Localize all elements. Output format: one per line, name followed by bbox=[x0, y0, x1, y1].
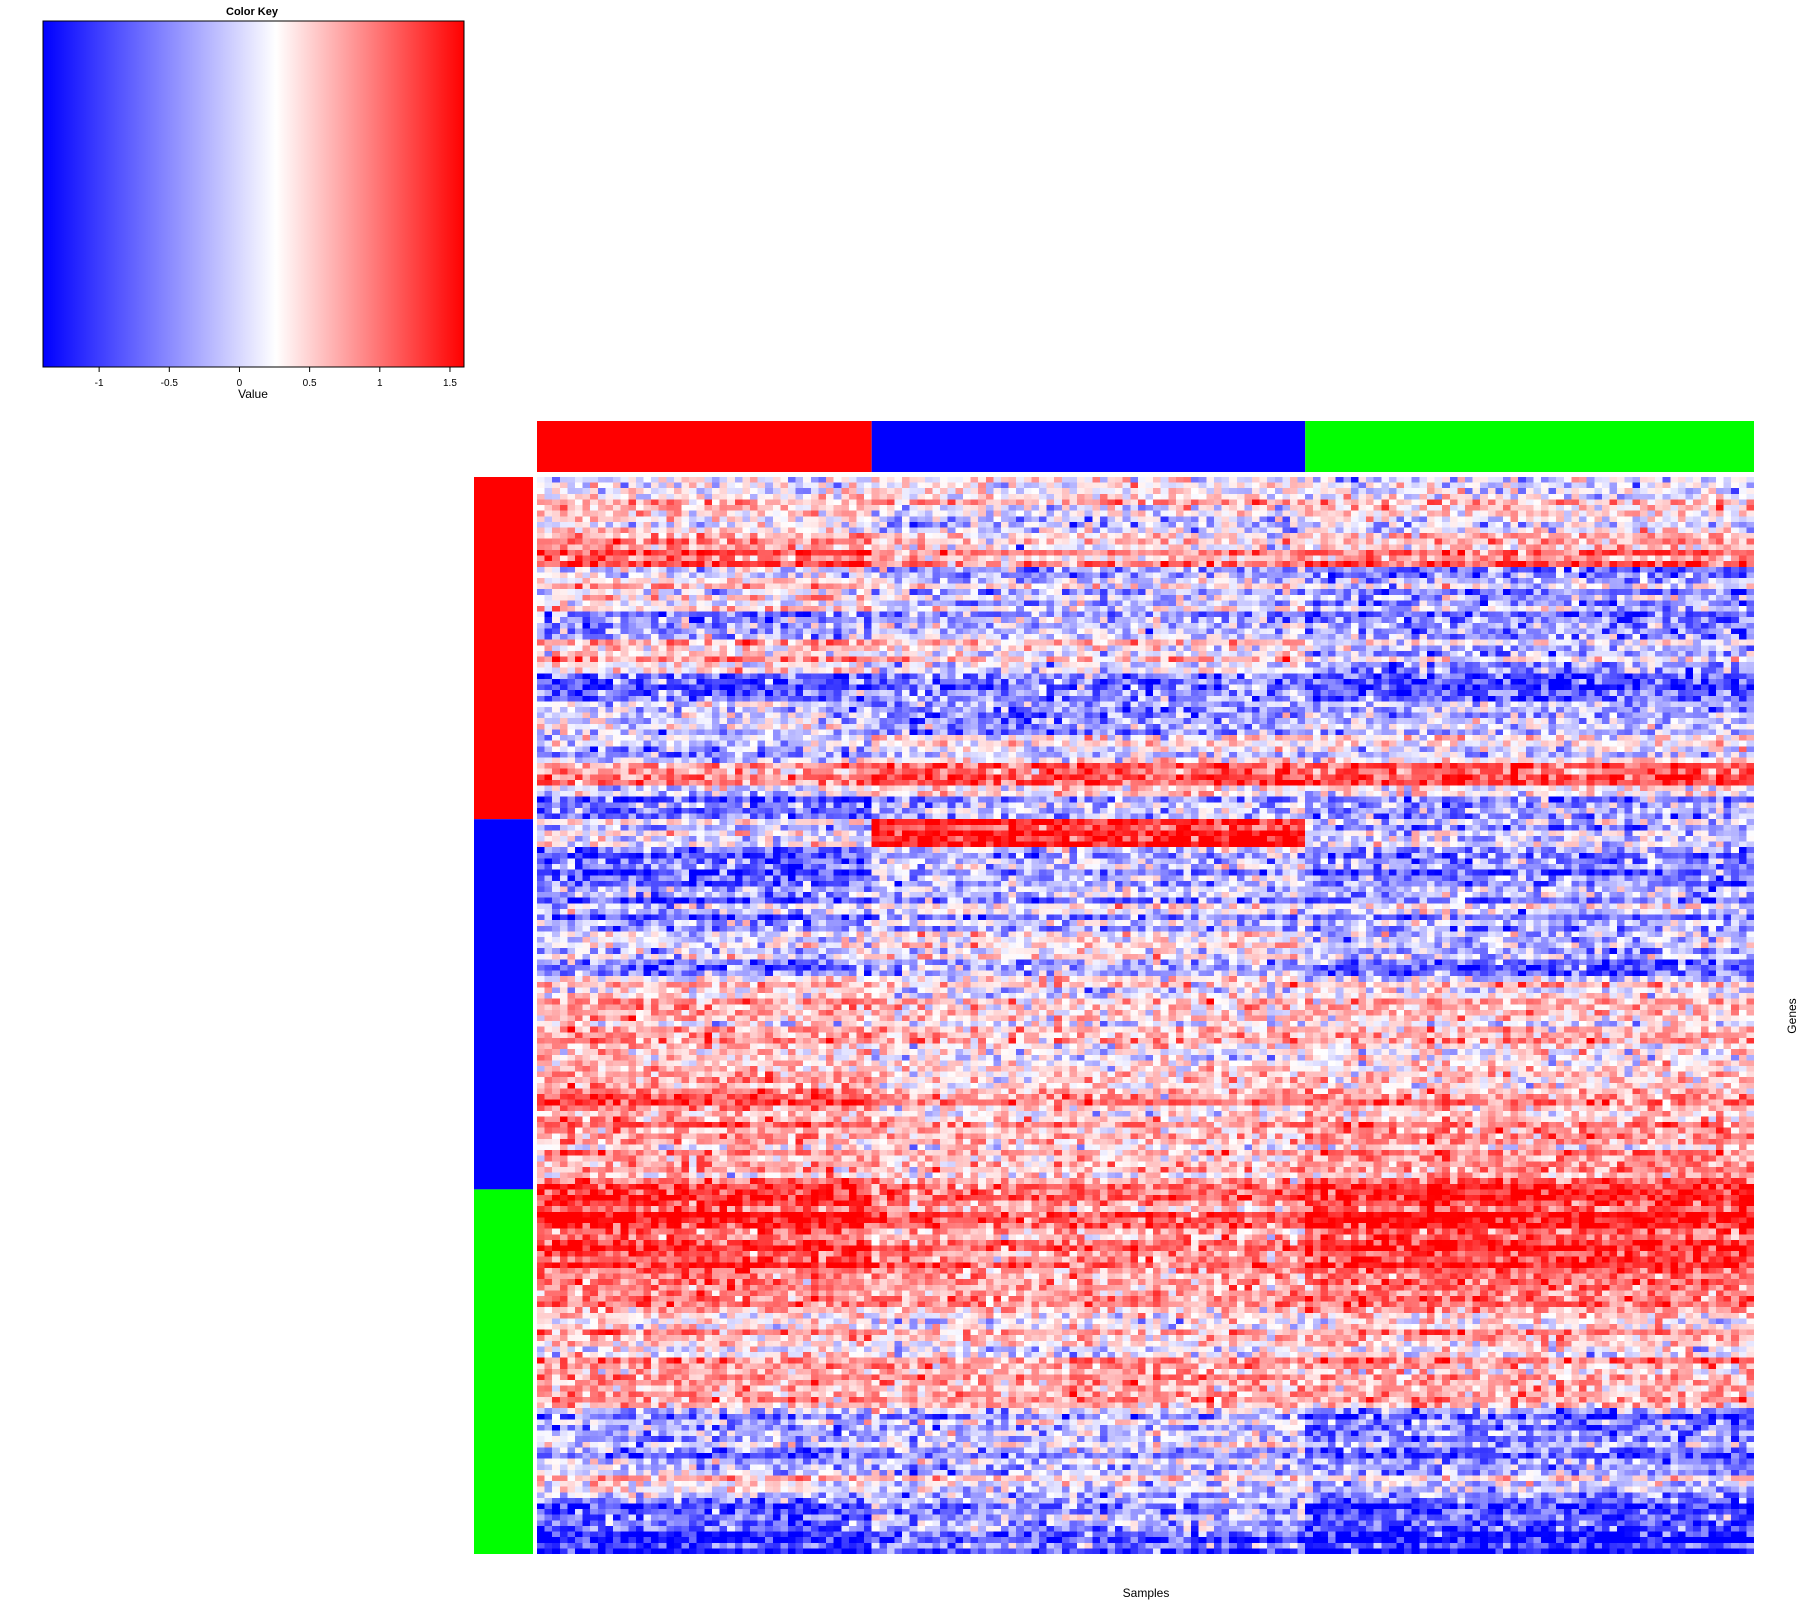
row-group-bar-2 bbox=[474, 819, 533, 1190]
color-key-tick-label: 0 bbox=[237, 378, 243, 389]
color-key-tick-label: -0.5 bbox=[161, 378, 179, 389]
color-key-tick-label: 1 bbox=[377, 378, 383, 389]
y-axis-label: Genes bbox=[1785, 998, 1799, 1033]
color-key-xlabel: Value bbox=[238, 387, 268, 401]
color-key-tick-label: 0.5 bbox=[303, 378, 317, 389]
x-axis-label: Samples bbox=[1123, 1586, 1170, 1600]
row-group-sidebar bbox=[474, 477, 533, 1554]
row-group-bar-3 bbox=[474, 1189, 533, 1554]
color-key-gradient bbox=[42, 20, 465, 368]
column-group-bar-2 bbox=[871, 421, 1306, 472]
color-key-tick-label: -1 bbox=[95, 378, 104, 389]
column-group-bar-3 bbox=[1305, 421, 1754, 472]
heatmap-matrix bbox=[537, 477, 1754, 1554]
heatmap-cells bbox=[537, 477, 1754, 1554]
color-key: Color Key -1 -0.5 0 0.5 1 1.5 Value bbox=[42, 6, 465, 401]
column-group-sidebar bbox=[537, 421, 1754, 472]
color-key-title: Color Key bbox=[226, 6, 279, 18]
column-group-bar-1 bbox=[537, 421, 872, 472]
color-key-tick-label: 1.5 bbox=[443, 378, 457, 389]
color-key-ticks: -1 -0.5 0 0.5 1 1.5 bbox=[95, 367, 457, 389]
row-group-bar-1 bbox=[474, 477, 533, 820]
